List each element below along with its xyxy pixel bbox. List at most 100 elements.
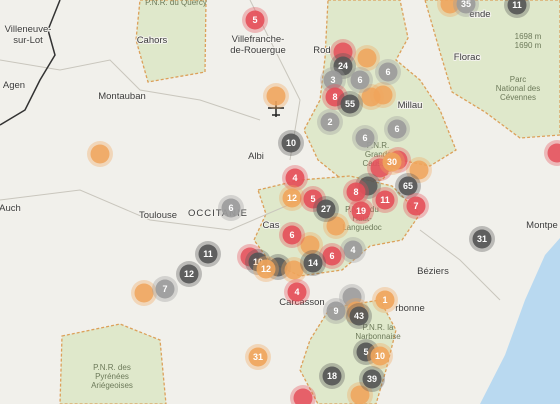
cluster-count: 11 [380,195,390,205]
cluster-count: 27 [321,204,331,214]
cluster-count: 11 [512,0,522,10]
cluster[interactable] [456,0,476,14]
cluster-count: 55 [345,99,355,109]
park-label: Cévennes [500,93,536,102]
cluster-count: 6 [394,124,399,134]
cluster[interactable] [282,225,302,245]
cluster[interactable] [155,279,175,299]
cluster-count: 10 [286,138,296,148]
cluster-count: 7 [413,201,418,211]
cluster[interactable] [326,301,346,321]
cluster-count: 6 [362,133,367,143]
cluster[interactable] [375,190,395,210]
cluster[interactable] [221,198,241,218]
cluster-count: 8 [332,92,337,102]
cluster[interactable] [256,259,276,279]
cluster [326,216,346,236]
place-label: Cahors [137,35,168,46]
cluster-count: 6 [357,75,362,85]
elevation-label: 1698 m [515,32,542,41]
cluster[interactable] [382,152,402,172]
cluster [409,160,429,180]
cluster-count: 39 [367,374,377,384]
place-label: ende [469,9,490,20]
cluster-count: 5 [363,347,368,357]
cluster [266,86,286,106]
cluster[interactable] [507,0,527,15]
cluster [547,143,560,163]
park-label: P.N.R. [367,141,390,150]
cluster[interactable] [362,369,382,389]
cluster-count: 8 [353,187,358,197]
cluster[interactable] [346,182,366,202]
cluster-count: 31 [477,234,487,244]
cluster-count: 65 [403,181,413,191]
cluster-count: 9 [333,306,338,316]
park-label: National des [496,84,540,93]
cluster[interactable] [281,133,301,153]
cluster[interactable] [198,244,218,264]
cluster[interactable] [472,229,492,249]
park-label: Languedoc [342,223,382,232]
cluster[interactable] [325,87,345,107]
cluster[interactable] [375,290,395,310]
cluster [134,283,154,303]
cluster[interactable] [323,70,343,90]
cluster[interactable] [322,366,342,386]
cluster[interactable] [282,188,302,208]
cluster[interactable] [349,306,369,326]
boundaries [0,0,501,301]
park-label: Ariégeoises [91,381,133,390]
cluster-count: 5 [310,194,315,204]
cluster [90,144,110,164]
cluster[interactable] [340,94,360,114]
cluster[interactable] [248,347,268,367]
cluster[interactable] [350,70,370,90]
cluster[interactable] [316,199,336,219]
cluster[interactable] [245,10,265,30]
cluster[interactable] [303,253,323,273]
cluster[interactable] [387,119,407,139]
cluster-count: 12 [261,264,271,274]
cluster-count: 7 [162,284,167,294]
cluster[interactable] [333,56,353,76]
place-label: rbonne [395,303,425,314]
cluster-count: 4 [350,245,355,255]
place-label: Montpe [526,220,558,231]
cluster-count: 6 [385,67,390,77]
cluster[interactable] [406,196,426,216]
cluster[interactable] [322,246,342,266]
place-label: Villefranche- [232,34,285,45]
cluster[interactable] [287,282,307,302]
cluster-count: 19 [356,206,366,216]
place-label: Montauban [98,91,146,102]
cluster-count: 24 [338,61,348,71]
cluster[interactable] [343,240,363,260]
elevation-label: 1690 m [515,41,542,50]
cluster[interactable] [351,201,371,221]
cluster[interactable] [370,346,390,366]
cluster[interactable] [303,189,323,209]
cluster[interactable] [378,62,398,82]
sea [480,238,560,404]
cluster[interactable] [285,168,305,188]
cluster[interactable] [398,176,418,196]
cluster [300,235,320,255]
cluster [373,85,393,105]
cluster-count: 14 [308,258,318,268]
place-label: Auch [0,203,21,214]
park-label: P.N.R. du Quercy [145,0,207,7]
cluster-count: 2 [327,117,332,127]
cluster[interactable] [320,112,340,132]
place-label: Toulouse [139,210,177,221]
place-label: Cas [263,220,280,231]
cluster-count: 3 [330,75,335,85]
cluster[interactable] [355,128,375,148]
cluster-count: 6 [228,203,233,213]
border [0,0,61,126]
park-label: Grands [365,150,391,159]
cluster[interactable] [179,264,199,284]
cluster [293,388,313,404]
cluster-count: 6 [329,251,334,261]
